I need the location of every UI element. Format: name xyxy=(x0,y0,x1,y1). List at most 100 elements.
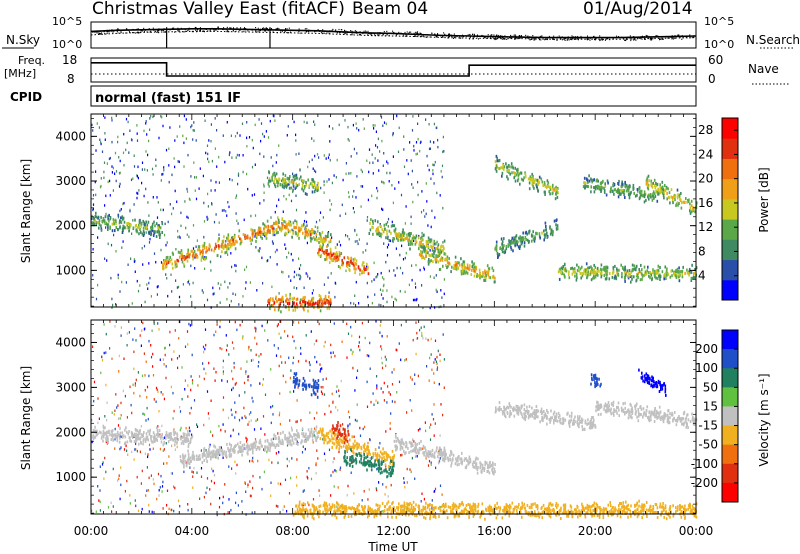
velocity-speckle xyxy=(324,412,326,416)
power-speckle xyxy=(304,227,306,231)
power-cell xyxy=(340,252,343,255)
power-cell xyxy=(461,269,464,273)
velocity-speckle xyxy=(316,360,318,364)
velocity-cell xyxy=(144,440,147,443)
power-speckle xyxy=(183,165,185,168)
power-cell xyxy=(117,228,119,232)
velocity-speckle xyxy=(369,457,371,460)
power-cell xyxy=(531,181,534,185)
noise-sample xyxy=(469,33,471,36)
noise-sample xyxy=(444,34,446,36)
power-cell xyxy=(493,280,496,284)
power-cell xyxy=(197,248,199,252)
noise-sample xyxy=(133,32,135,34)
power-cell xyxy=(508,165,510,169)
noise-sample xyxy=(527,35,529,37)
power-speckle xyxy=(382,181,384,184)
velocity-speckle xyxy=(417,374,419,378)
power-cell xyxy=(420,236,422,240)
power-speckle xyxy=(330,272,332,275)
velocity-speckle xyxy=(247,375,249,378)
power-speckle xyxy=(276,204,278,208)
noise-sample xyxy=(501,37,503,39)
noise-sample xyxy=(137,28,139,30)
noise-sample xyxy=(199,30,200,32)
power-cell xyxy=(192,252,195,256)
power-cell xyxy=(278,220,280,224)
power-speckle xyxy=(234,293,237,296)
noise-sample xyxy=(548,35,550,38)
power-cell xyxy=(228,243,231,247)
power-cell xyxy=(363,267,365,271)
power-speckle xyxy=(365,265,368,268)
velocity-speckle xyxy=(236,463,238,467)
power-cell xyxy=(625,189,628,193)
velocity-speckle xyxy=(234,383,236,386)
power-speckle xyxy=(266,176,269,180)
velocity-speckle xyxy=(231,341,234,344)
power-cell xyxy=(341,258,343,262)
power-cell xyxy=(601,186,603,190)
power-speckle xyxy=(294,219,296,222)
power-speckle xyxy=(414,282,416,285)
power-speckle xyxy=(110,276,112,280)
velocity-speckle xyxy=(324,459,326,462)
velocity-speckle xyxy=(409,468,411,471)
noise-sample xyxy=(197,29,198,31)
power-cell xyxy=(330,257,333,261)
power-cell xyxy=(664,184,666,187)
power-speckle xyxy=(249,281,251,284)
power-cell xyxy=(299,301,301,305)
power-cell xyxy=(665,186,668,190)
power-cell xyxy=(550,230,553,234)
noise-sample xyxy=(612,38,614,40)
power-speckle xyxy=(92,203,95,206)
power-cell xyxy=(305,228,307,232)
velocity-speckle xyxy=(296,420,298,423)
power-speckle xyxy=(325,157,327,160)
power-cell xyxy=(321,230,324,234)
power-cell xyxy=(466,271,469,275)
power-cell xyxy=(326,299,328,302)
velocity-speckle xyxy=(435,360,437,363)
noise-sample xyxy=(207,30,209,32)
velocity-speckle xyxy=(210,430,212,433)
power-speckle xyxy=(327,276,329,279)
power-cell xyxy=(352,259,355,263)
power-speckle xyxy=(210,179,212,182)
power-cell xyxy=(313,230,316,234)
noise-sample xyxy=(437,33,438,35)
power-cell xyxy=(392,237,394,240)
power-cell xyxy=(143,231,145,235)
power-speckle xyxy=(211,203,213,206)
power-speckle xyxy=(177,229,179,233)
power-cell xyxy=(424,246,426,250)
power-cell xyxy=(313,190,316,194)
power-cell xyxy=(583,269,585,273)
velocity-speckle xyxy=(135,339,137,342)
noise-sample xyxy=(490,35,492,37)
power-cell xyxy=(274,222,276,226)
power-speckle xyxy=(383,181,385,185)
power-cell xyxy=(109,226,111,230)
velocity-speckle xyxy=(292,356,295,359)
noise-sample xyxy=(654,37,656,40)
power-cell xyxy=(351,261,353,265)
power-speckle xyxy=(235,196,237,200)
power-speckle xyxy=(412,200,414,204)
power-speckle xyxy=(160,208,162,212)
noise-sample xyxy=(502,37,504,39)
power-cell xyxy=(304,301,307,305)
power-cell xyxy=(163,261,166,265)
power-speckle xyxy=(319,219,321,222)
power-cell xyxy=(556,224,559,228)
velocity-speckle xyxy=(416,337,419,340)
noise-sample xyxy=(243,31,245,33)
power-cell xyxy=(152,234,155,237)
noise-sample xyxy=(288,32,290,34)
velocity-speckle xyxy=(197,384,199,387)
power-cell xyxy=(326,249,328,252)
power-cell xyxy=(307,301,309,305)
power-cell xyxy=(298,177,301,181)
power-cell xyxy=(188,255,191,259)
